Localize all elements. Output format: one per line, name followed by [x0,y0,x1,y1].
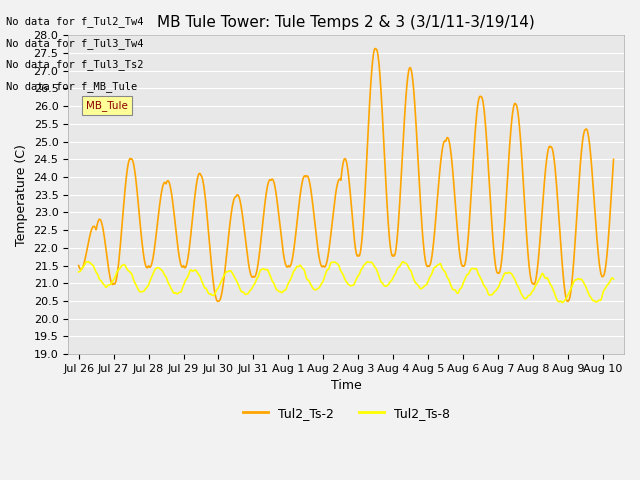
Text: No data for f_Tul3_Tw4: No data for f_Tul3_Tw4 [6,37,144,48]
Legend: Tul2_Ts-2, Tul2_Ts-8: Tul2_Ts-2, Tul2_Ts-8 [237,402,454,425]
Text: No data for f_Tul2_Tw4: No data for f_Tul2_Tw4 [6,16,144,27]
X-axis label: Time: Time [331,379,362,392]
Title: MB Tule Tower: Tule Temps 2 & 3 (3/1/11-3/19/14): MB Tule Tower: Tule Temps 2 & 3 (3/1/11-… [157,15,535,30]
Text: No data for f_MB_Tule: No data for f_MB_Tule [6,81,138,92]
Y-axis label: Temperature (C): Temperature (C) [15,144,28,246]
Text: MB_Tule: MB_Tule [86,100,128,111]
Text: No data for f_Tul3_Ts2: No data for f_Tul3_Ts2 [6,59,144,70]
